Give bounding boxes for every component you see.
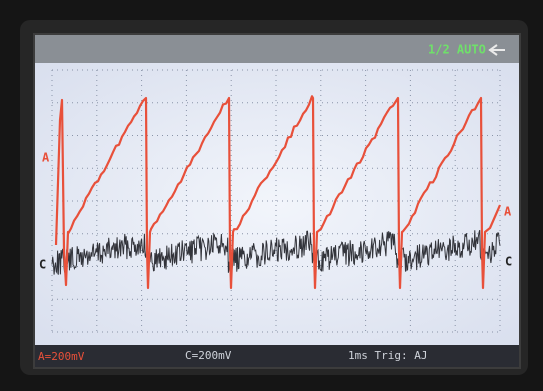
channel-c-scale: C=200mV <box>185 349 232 362</box>
plot-area <box>35 63 519 345</box>
marker-c-left: C <box>39 258 46 272</box>
top-bar <box>35 35 519 63</box>
traces <box>51 95 502 290</box>
probe-icon <box>488 44 505 56</box>
channel-a-scale: A=200mV <box>38 350 85 363</box>
marker-a-right: A <box>504 205 512 219</box>
marker-c-right: C <box>505 255 512 269</box>
marker-a-left: A <box>42 151 50 165</box>
trace-a <box>54 95 502 290</box>
trace-c <box>51 230 501 275</box>
grid <box>51 69 501 333</box>
timebase: 1ms Trig: AJ <box>348 349 427 362</box>
bottom-bar <box>35 345 519 367</box>
mode-label: 1/2 AUTO <box>428 43 486 57</box>
